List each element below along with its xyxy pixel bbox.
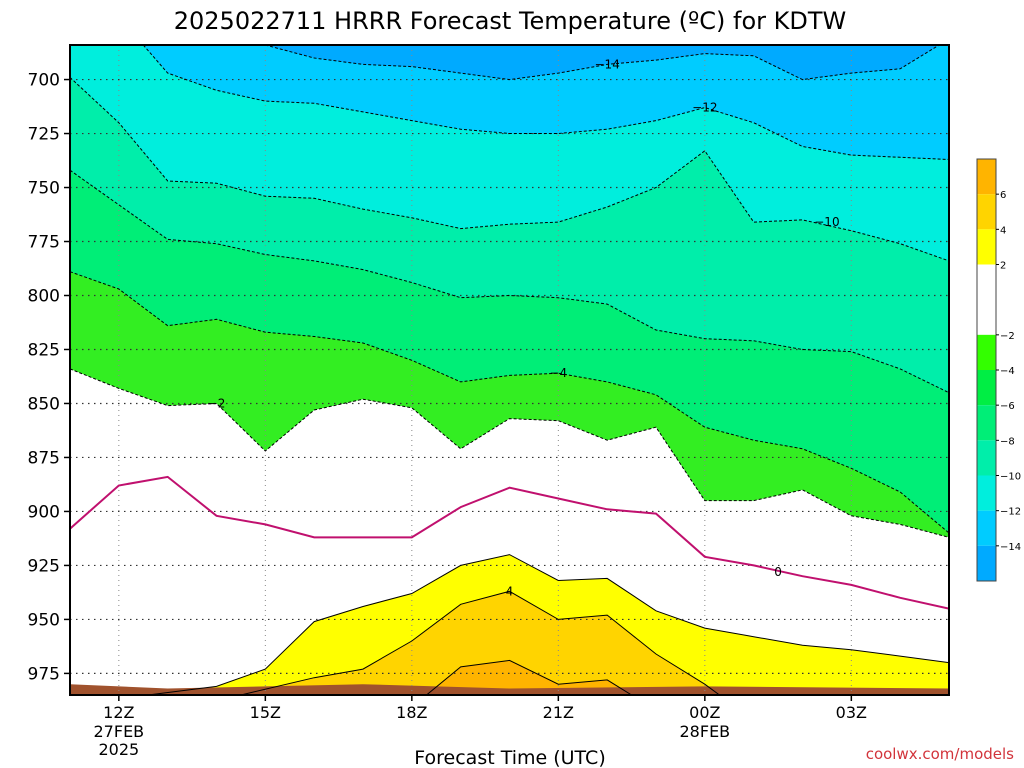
isotherm--2 xyxy=(70,368,949,538)
plot-frame xyxy=(69,44,950,696)
ytick-label-875: 875 xyxy=(28,448,60,468)
colorbar-label-6: 6 xyxy=(1000,190,1006,201)
colorbar-bin--14 xyxy=(977,510,996,546)
isotherm-2 xyxy=(148,554,949,695)
colorbar-bin-2 xyxy=(977,229,996,265)
colorbar-bin--2 xyxy=(977,264,996,335)
xtick-label-12Z: 12Z xyxy=(103,703,134,722)
colorbar-label--8: −8 xyxy=(1000,436,1015,447)
colorbar-bin--6 xyxy=(977,370,996,406)
isotherm-label--12: −12 xyxy=(692,101,717,115)
x-axis-label: Forecast Time (UTC) xyxy=(414,747,605,768)
isotherm--14 xyxy=(265,45,940,81)
colorbar-label--14: −14 xyxy=(1000,542,1021,553)
ytick-label-850: 850 xyxy=(28,394,60,414)
isotherm-label-4: 4 xyxy=(506,584,514,598)
colorbar-label--6: −6 xyxy=(1000,401,1015,412)
ground-surface xyxy=(70,684,949,695)
band-above-6 xyxy=(426,660,632,695)
chart-title: 2025022711 HRRR Forecast Temperature (ºC… xyxy=(174,7,847,35)
ytick-label-700: 700 xyxy=(28,71,60,91)
isotherm--6 xyxy=(70,271,949,534)
colorbar-bin--12 xyxy=(977,475,996,511)
xtick-label-15Z: 15Z xyxy=(250,703,281,722)
ytick-label-800: 800 xyxy=(28,286,60,306)
band-below--14 xyxy=(265,45,940,80)
colorbar-label--4: −4 xyxy=(1000,366,1015,377)
isotherm-contours: −14 −12 −10 −4 −2 0 4 xyxy=(70,45,949,695)
isotherm-label--14: −14 xyxy=(595,57,620,71)
ytick-label-825: 825 xyxy=(28,340,60,360)
xtick-label-00Z: 00Z xyxy=(689,703,720,722)
axes: 70072575077580082585087590092595097512Z2… xyxy=(28,44,950,759)
isotherm--12 xyxy=(142,45,949,160)
band-above-4 xyxy=(240,591,720,695)
isotherm-4 xyxy=(240,590,720,695)
colorbar-label-4: 4 xyxy=(1000,225,1006,236)
colorbar-legend: 6 4 2 −2 −4 −6 −8 −10 −12 −14 xyxy=(976,158,1021,582)
colorbar-bin--16 xyxy=(977,545,996,581)
ytick-label-925: 925 xyxy=(28,556,60,576)
xtick-year-12Z: 2025 xyxy=(98,740,139,759)
credit-link[interactable]: coolwx.com/models xyxy=(866,745,1014,763)
colorbar-bin--8 xyxy=(977,405,996,441)
xtick-date-12Z: 27FEB xyxy=(94,722,145,741)
xtick-label-18Z: 18Z xyxy=(396,703,427,722)
ytick-label-775: 775 xyxy=(28,233,60,253)
ytick-label-725: 725 xyxy=(28,125,60,145)
isotherm-label--2: −2 xyxy=(208,396,226,410)
isotherm-label--6: −4 xyxy=(549,366,567,380)
filled-bands xyxy=(70,45,949,695)
colorbar-bin-6 xyxy=(977,159,996,195)
xtick-label-21Z: 21Z xyxy=(543,703,574,722)
colorbar-label--2: −2 xyxy=(1000,331,1015,342)
ytick-label-750: 750 xyxy=(28,179,60,199)
xtick-date-00Z: 28FEB xyxy=(680,722,731,741)
isotherm--10 xyxy=(70,77,949,262)
colorbar-label--12: −12 xyxy=(1000,507,1021,518)
isotherm-6 xyxy=(426,659,632,695)
ytick-label-975: 975 xyxy=(28,664,60,684)
xtick-label-03Z: 03Z xyxy=(836,703,867,722)
colorbar-bin--4 xyxy=(977,334,996,370)
isotherm-label-0: 0 xyxy=(774,565,782,579)
colorbar-bin--10 xyxy=(977,440,996,476)
band-below--12 xyxy=(143,45,949,160)
isotherm-label--10: −10 xyxy=(814,215,839,229)
plot-area xyxy=(70,45,949,695)
colorbar-label--10: −10 xyxy=(1000,472,1021,483)
colorbar-label-2: 2 xyxy=(1000,261,1006,272)
ytick-label-950: 950 xyxy=(28,610,60,630)
isotherm-0 xyxy=(70,475,949,610)
colorbar-bin-4 xyxy=(977,194,996,230)
ytick-label-900: 900 xyxy=(28,502,60,522)
